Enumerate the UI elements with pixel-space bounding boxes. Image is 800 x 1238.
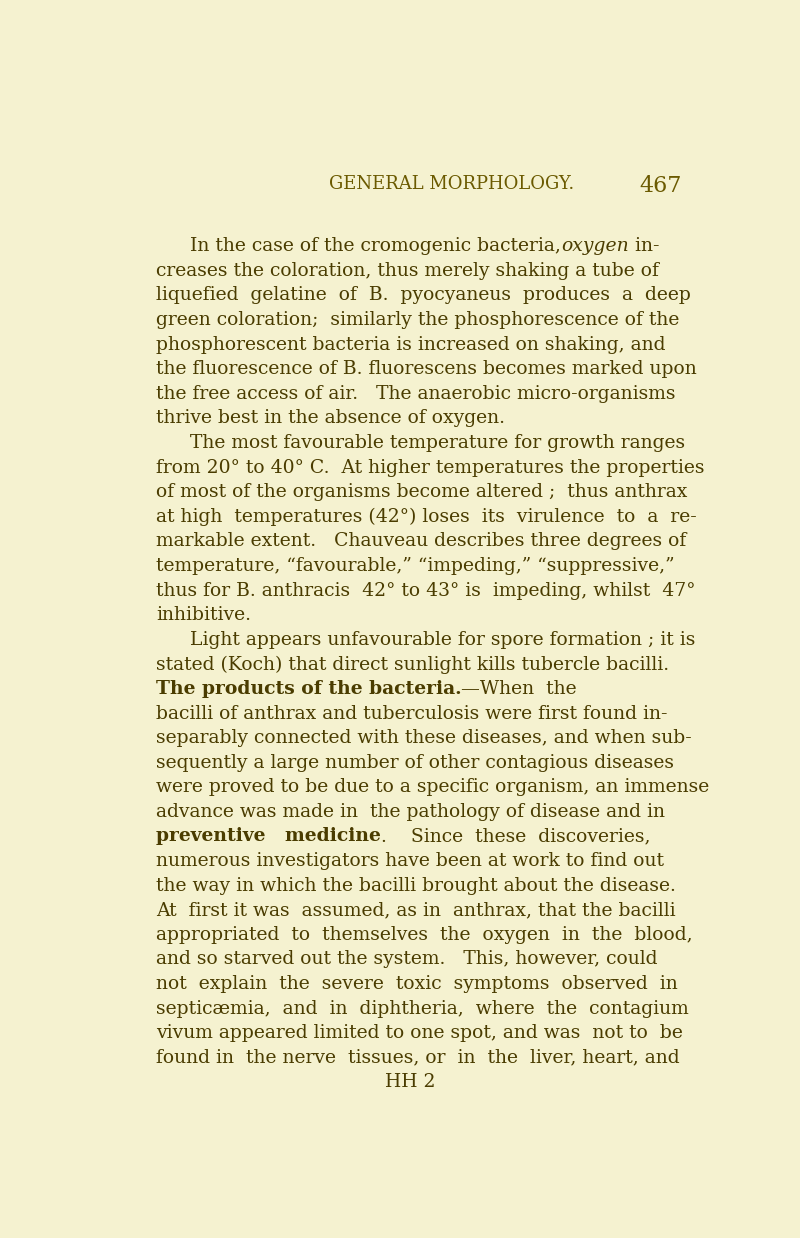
Text: temperature, “favourable,” “impeding,” “suppressive,”: temperature, “favourable,” “impeding,” “… (156, 557, 674, 574)
Text: The most favourable temperature for growth ranges: The most favourable temperature for grow… (190, 435, 685, 452)
Text: bacilli of anthrax and tuberculosis were first found in-: bacilli of anthrax and tuberculosis were… (156, 704, 667, 723)
Text: In the case of the cromogenic bacteria,: In the case of the cromogenic bacteria, (190, 238, 561, 255)
Text: found in  the nerve  tissues, or  in  the  liver, heart, and: found in the nerve tissues, or in the li… (156, 1049, 679, 1067)
Text: were proved to be due to a specific organism, an immense: were proved to be due to a specific orga… (156, 779, 709, 796)
Text: preventive   medicine: preventive medicine (156, 827, 381, 846)
Text: at high  temperatures (42°) loses  its  virulence  to  a  re-: at high temperatures (42°) loses its vir… (156, 508, 697, 526)
Text: —When  the: —When the (462, 680, 577, 698)
Text: Light appears unfavourable for spore formation ; it is: Light appears unfavourable for spore for… (190, 630, 695, 649)
Text: the fluorescence of B. fluorescens becomes marked upon: the fluorescence of B. fluorescens becom… (156, 360, 697, 378)
Text: the way in which the bacilli brought about the disease.: the way in which the bacilli brought abo… (156, 877, 676, 895)
Text: sequently a large number of other contagious diseases: sequently a large number of other contag… (156, 754, 674, 771)
Text: inhibitive.: inhibitive. (156, 607, 251, 624)
Text: vivum appeared limited to one spot, and was  not to  be: vivum appeared limited to one spot, and … (156, 1024, 682, 1042)
Text: numerous investigators have been at work to find out: numerous investigators have been at work… (156, 852, 664, 870)
Text: The products of the bacteria.: The products of the bacteria. (156, 680, 462, 698)
Text: creases the coloration, thus merely shaking a tube of: creases the coloration, thus merely shak… (156, 261, 658, 280)
Text: appropriated  to  themselves  the  oxygen  in  the  blood,: appropriated to themselves the oxygen in… (156, 926, 693, 943)
Text: septicæmia,  and  in  diphtheria,  where  the  contagium: septicæmia, and in diphtheria, where the… (156, 999, 689, 1018)
Text: 467: 467 (639, 176, 682, 197)
Text: HH 2: HH 2 (385, 1073, 435, 1092)
Text: from 20° to 40° C.  At higher temperatures the properties: from 20° to 40° C. At higher temperature… (156, 458, 704, 477)
Text: markable extent.   Chauveau describes three degrees of: markable extent. Chauveau describes thre… (156, 532, 686, 551)
Text: .    Since  these  discoveries,: . Since these discoveries, (381, 827, 650, 846)
Text: liquefied  gelatine  of  B.  pyocyaneus  produces  a  deep: liquefied gelatine of B. pyocyaneus prod… (156, 286, 690, 305)
Text: phosphorescent bacteria is increased on shaking, and: phosphorescent bacteria is increased on … (156, 335, 666, 354)
Text: oxygen: oxygen (561, 238, 629, 255)
Text: advance was made in  the pathology of disease and in: advance was made in the pathology of dis… (156, 803, 665, 821)
Text: stated (Koch) that direct sunlight kills tubercle bacilli.: stated (Koch) that direct sunlight kills… (156, 655, 669, 673)
Text: GENERAL MORPHOLOGY.: GENERAL MORPHOLOGY. (330, 176, 574, 193)
Text: in-: in- (629, 238, 659, 255)
Text: At  first it was  assumed, as in  anthrax, that the bacilli: At first it was assumed, as in anthrax, … (156, 901, 675, 920)
Text: thus for B. anthracis  42° to 43° is  impeding, whilst  47°: thus for B. anthracis 42° to 43° is impe… (156, 582, 695, 599)
Text: and so starved out the system.   This, however, could: and so starved out the system. This, how… (156, 951, 658, 968)
Text: thrive best in the absence of oxygen.: thrive best in the absence of oxygen. (156, 410, 505, 427)
Text: separably connected with these diseases, and when sub-: separably connected with these diseases,… (156, 729, 691, 747)
Text: not  explain  the  severe  toxic  symptoms  observed  in: not explain the severe toxic symptoms ob… (156, 976, 678, 993)
Text: green coloration;  similarly the phosphorescence of the: green coloration; similarly the phosphor… (156, 311, 679, 329)
Text: of most of the organisms become altered ;  thus anthrax: of most of the organisms become altered … (156, 483, 687, 501)
Text: the free access of air.   The anaerobic micro-organisms: the free access of air. The anaerobic mi… (156, 385, 675, 402)
